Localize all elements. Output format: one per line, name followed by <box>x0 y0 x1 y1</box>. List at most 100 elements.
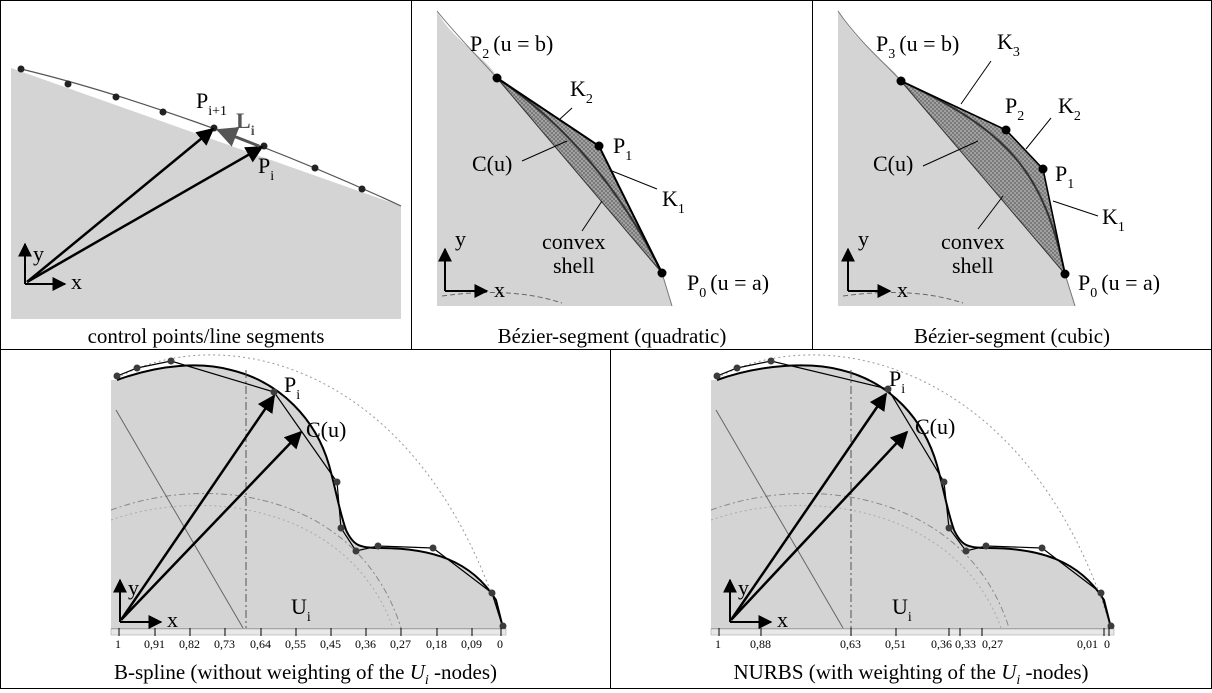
label-p3: P3 (u = b) <box>876 31 959 62</box>
control-points <box>113 357 507 630</box>
leader-shell <box>977 195 1004 230</box>
label-k1: K1 <box>662 186 685 217</box>
label-shell: shell <box>553 253 595 278</box>
region-fill <box>838 11 1075 306</box>
outer-arc <box>716 354 1112 629</box>
label-pi: Pi <box>284 372 300 403</box>
label-ui: Ui <box>291 594 311 625</box>
boundary-curve <box>20 68 402 207</box>
leader-k2 <box>1025 117 1052 150</box>
parameter-ticks <box>118 628 502 636</box>
region-fill <box>711 365 1111 628</box>
leader-k1 <box>1052 200 1099 217</box>
control-points-diagram: Pi+1 Li Pi y x <box>11 65 402 319</box>
bezier-curve <box>496 77 663 274</box>
parameter-ruler <box>710 628 1115 636</box>
tick-0-36: 0,36 <box>931 637 952 651</box>
label-pi: Pi <box>889 366 905 397</box>
label-x: x <box>71 269 82 294</box>
segment-li <box>216 127 260 148</box>
tick-0-01: 0,01 <box>1077 637 1098 651</box>
leader-cu <box>521 140 568 162</box>
label-y: y <box>858 226 869 251</box>
caption-panel-1: control points/line segments <box>87 324 325 348</box>
vector-pi <box>26 145 264 284</box>
outer-boundary-lower <box>1064 273 1076 307</box>
label-cu: C(u) <box>472 151 512 176</box>
label-cu: C(u) <box>915 414 955 439</box>
leader-cu <box>922 140 979 167</box>
control-points <box>492 73 667 278</box>
region-fill <box>111 365 503 628</box>
caption-panel-2: Bézier-segment (quadratic) <box>497 324 727 348</box>
panel-control-points: Pi+1 Li Pi y x control points/line segme… <box>0 0 412 350</box>
bezier-curve <box>900 80 1066 275</box>
tick-0-27: 0,27 <box>982 637 1003 651</box>
vector-cu <box>120 430 303 621</box>
panel-bspline: 1 0,91 0,82 0,73 0,64 0,55 0,45 0,36 0,2… <box>0 349 611 689</box>
caption-panel-4: B-spline (without weighting of the Ui -n… <box>113 660 497 689</box>
bspline-curve <box>116 364 504 629</box>
label-p0: P0 (u = a) <box>687 270 769 301</box>
label-p1: P1 <box>613 133 632 164</box>
dashed-guide <box>441 291 563 304</box>
tick-0-64: 0,64 <box>250 637 271 651</box>
control-polygon <box>900 80 1066 275</box>
parameter-ruler <box>110 628 507 636</box>
label-p-i: Pi <box>258 153 274 184</box>
inner-arc <box>110 493 402 629</box>
tick-0-09: 0,09 <box>461 637 482 651</box>
panel-bezier-cubic: P3 (u = b) K3 P2 K2 C(u) P1 K1 convex she… <box>812 0 1212 350</box>
label-k3: K3 <box>997 29 1020 60</box>
label-cu: C(u) <box>306 417 346 442</box>
tick-0-45: 0,45 <box>320 637 341 651</box>
parameter-ticks <box>718 628 1110 636</box>
label-x: x <box>167 607 178 632</box>
region-fill <box>11 68 401 319</box>
label-cu: C(u) <box>873 151 913 176</box>
tick-0-82: 0,82 <box>179 637 200 651</box>
tick-0: 0 <box>1104 637 1110 651</box>
tick-1: 1 <box>715 637 721 651</box>
vector-pi <box>729 392 888 621</box>
label-x: x <box>777 607 788 632</box>
label-y: y <box>33 241 44 266</box>
tick-0-91: 0,91 <box>144 637 165 651</box>
label-y: y <box>128 575 139 600</box>
label-x: x <box>897 277 908 302</box>
control-points <box>896 76 1070 279</box>
vector-pi1 <box>26 127 215 283</box>
leader-shell <box>581 200 603 232</box>
tick-0-88: 0,88 <box>750 637 771 651</box>
tick-labels: 1 0,88 0,63 0,51 0,36 0,33 0,27 0,01 0 <box>715 637 1110 651</box>
bezier-cubic-diagram: P3 (u = b) K3 P2 K2 C(u) P1 K1 convex she… <box>837 10 1160 307</box>
vector-pi <box>119 394 276 621</box>
tick-0-33: 0,33 <box>955 637 976 651</box>
dashed-guide <box>842 291 964 304</box>
inner-arc-2 <box>110 505 394 629</box>
control-points <box>713 357 1115 630</box>
tick-1: 1 <box>115 637 121 651</box>
outer-boundary-lower <box>661 272 673 307</box>
label-k1: K1 <box>1102 204 1125 235</box>
label-p2: P2 (u = b) <box>470 31 553 62</box>
inner-arc <box>710 493 1010 629</box>
caption-panel-5: NURBS (with weighting of the Ui -nodes) <box>733 660 1089 689</box>
label-y: y <box>455 226 466 251</box>
tick-0-73: 0,73 <box>214 637 235 651</box>
label-l-i: Li <box>236 108 255 139</box>
tick-0-63: 0,63 <box>840 637 861 651</box>
tick-0-51: 0,51 <box>885 637 906 651</box>
label-k2: K2 <box>1058 93 1081 124</box>
label-convex: convex <box>941 229 1005 254</box>
label-shell: shell <box>952 253 994 278</box>
label-ui: Ui <box>892 594 912 625</box>
panel-nurbs: 1 0,88 0,63 0,51 0,36 0,33 0,27 0,01 0 P… <box>610 349 1212 689</box>
panel-bezier-quadratic: P2 (u = b) K2 P1 C(u) K1 convex shell P0(… <box>411 0 813 350</box>
tick-0: 0 <box>497 637 503 651</box>
outer-boundary <box>837 10 902 82</box>
nurbs-diagram: 1 0,88 0,63 0,51 0,36 0,33 0,27 0,01 0 P… <box>710 354 1115 651</box>
tick-0-55: 0,55 <box>285 637 306 651</box>
label-p-i1: Pi+1 <box>196 88 227 119</box>
label-p2: P2 <box>1005 93 1024 124</box>
